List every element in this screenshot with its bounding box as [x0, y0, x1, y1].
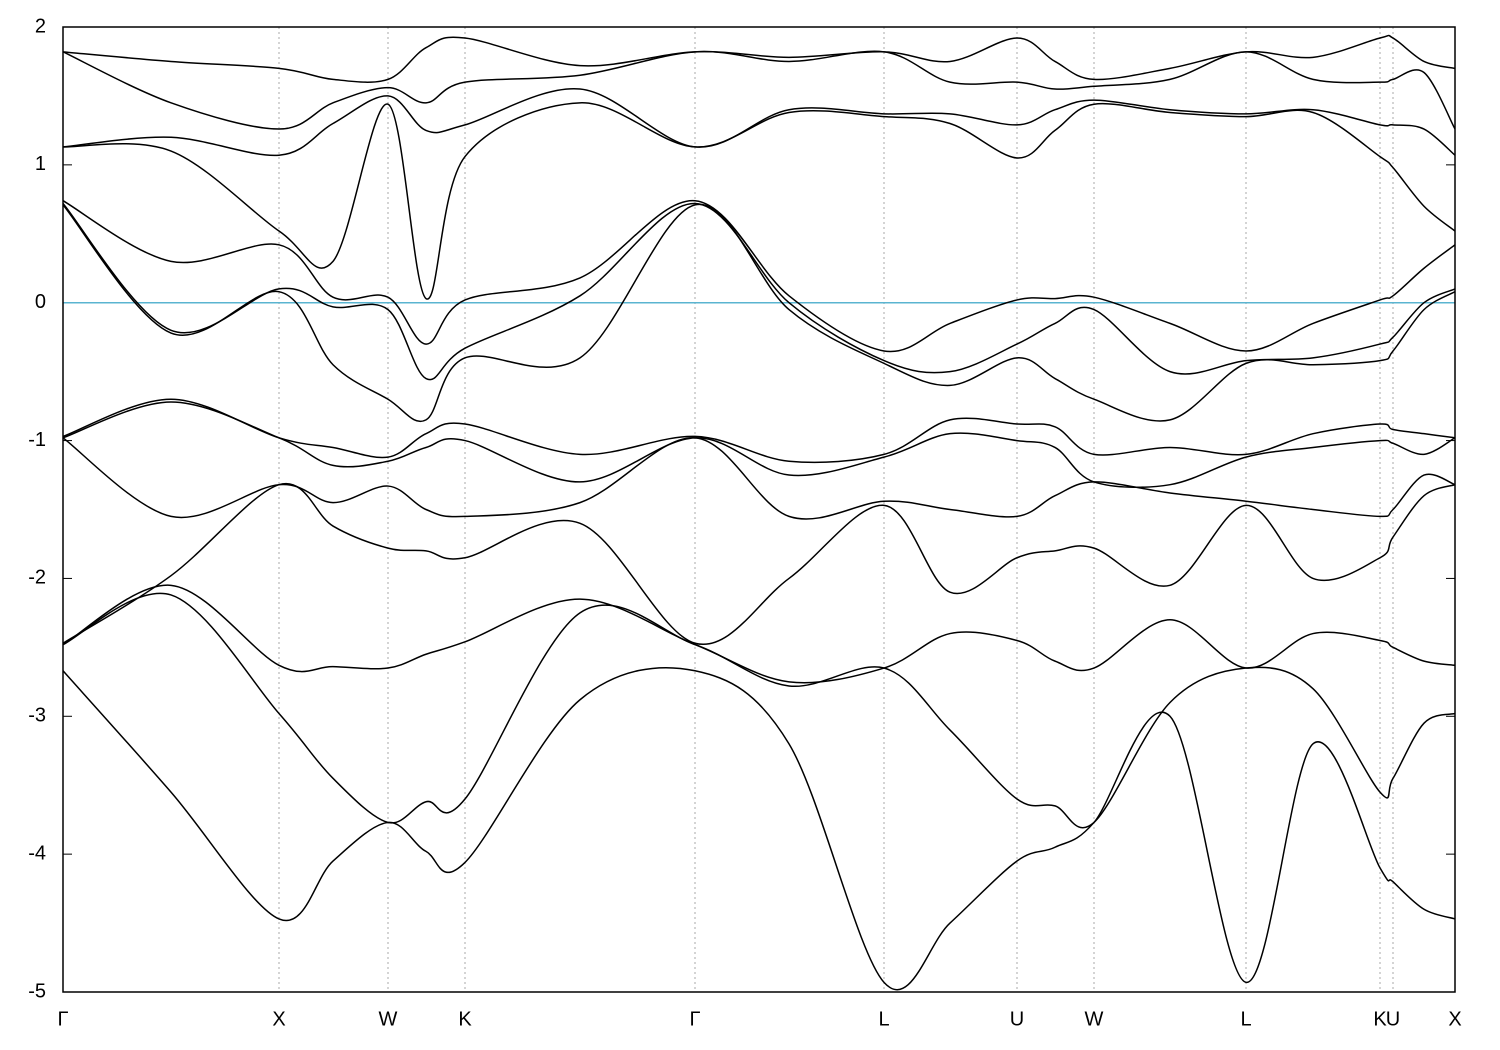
- y-tick-label: -3: [28, 705, 46, 727]
- y-tick-label: 2: [35, 15, 46, 37]
- x-tick-label: Γ: [57, 1008, 68, 1030]
- x-tick-label: W: [1085, 1008, 1104, 1030]
- band-line: [63, 398, 1455, 464]
- band-line: [63, 592, 1455, 829]
- y-tick-label: -2: [28, 567, 46, 589]
- x-tick-label: Γ: [689, 1008, 700, 1030]
- y-tick-label: 0: [35, 291, 46, 313]
- band-line: [63, 482, 1455, 646]
- x-tick-label: W: [379, 1008, 398, 1030]
- band-line: [63, 88, 1455, 157]
- x-tick-label: X: [272, 1008, 285, 1030]
- bands: [63, 34, 1455, 991]
- x-tick-label: U: [1010, 1008, 1024, 1030]
- y-tick-label: 1: [35, 153, 46, 175]
- plot-frame: [62, 26, 1456, 993]
- band-line: [63, 202, 1455, 381]
- band-line: [63, 203, 1455, 423]
- y-tick-label: -5: [28, 980, 46, 1002]
- x-tick-label: U: [1386, 1008, 1400, 1030]
- band-line: [63, 584, 1455, 684]
- x-tick-label: K: [458, 1008, 472, 1030]
- y-tick-label: -4: [28, 842, 46, 864]
- band-line: [63, 437, 1455, 520]
- x-tick-label: L: [878, 1008, 889, 1030]
- band-line: [63, 34, 1455, 83]
- grid: [62, 26, 1456, 993]
- band-line: [63, 199, 1455, 353]
- band-line: [63, 666, 1455, 991]
- x-tick-label: K: [1373, 1008, 1387, 1030]
- x-tick-label: L: [1240, 1008, 1251, 1030]
- x-tick-label: X: [1448, 1008, 1461, 1030]
- band-line: [63, 401, 1455, 489]
- y-tick-label: -1: [28, 429, 46, 451]
- band-line: [63, 102, 1455, 300]
